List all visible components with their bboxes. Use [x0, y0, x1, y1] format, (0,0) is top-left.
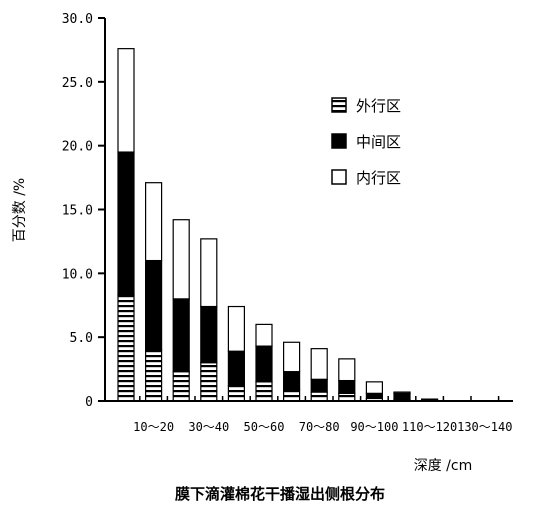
bar-segment: [117, 294, 135, 402]
bar-segment: [117, 151, 135, 296]
bar-segment: [255, 381, 273, 402]
bar-segment: [283, 371, 301, 391]
y-tick-label: 30.0: [62, 12, 93, 27]
y-tick-label: 20.0: [62, 140, 93, 155]
bar-segment: [200, 238, 218, 308]
y-axis-label: 百分数 /%: [12, 178, 28, 242]
x-tick-label: 50～60: [244, 420, 285, 434]
x-tick-label: 70～80: [299, 420, 340, 434]
bar-segment: [117, 48, 135, 153]
bar-segment: [365, 381, 383, 394]
y-ticks: 0 5.0 10.0 15.0 20.0 25.0 30.0: [62, 12, 105, 410]
legend-swatch: [331, 169, 347, 185]
x-tick-label: 30～40: [188, 420, 229, 434]
bar-segment: [145, 349, 163, 402]
bar-segment: [227, 305, 245, 352]
chart-caption: 膜下滴灌棉花干播湿出侧根分布: [175, 485, 385, 503]
y-tick-label: 0: [85, 395, 93, 410]
bar-segment: [200, 362, 218, 402]
bar-segment: [393, 391, 411, 394]
x-tick-label: 130～140: [457, 420, 512, 434]
bar-segment: [393, 392, 411, 401]
bar-segment: [145, 259, 163, 351]
bar-segment: [172, 371, 190, 402]
bar-segment: [338, 392, 356, 402]
x-tick-label: 90～100: [350, 420, 398, 434]
bar-segment: [172, 219, 190, 300]
bar-segment: [255, 323, 273, 347]
bars: [117, 48, 439, 402]
bar-segment: [172, 298, 190, 373]
legend-label: 中间区: [356, 133, 401, 151]
bar-segment: [283, 341, 301, 373]
legend-swatch: [331, 133, 347, 149]
bar-segment: [283, 388, 301, 402]
legend-swatch: [331, 97, 347, 113]
y-tick-label: 10.0: [62, 267, 93, 282]
x-tick-label: 110～120: [402, 420, 457, 434]
bar-segment: [365, 392, 383, 400]
bar-segment: [200, 305, 218, 364]
legend-label: 外行区: [356, 97, 401, 115]
bar-segment: [255, 345, 273, 383]
x-ticks: 10～20 30～40 50～60 70～80 90～100 110～120 130～140: [133, 396, 512, 434]
bar-segment: [227, 385, 245, 402]
bar-segment: [310, 391, 328, 402]
bar-segment: [145, 182, 163, 262]
legend-label: 内行区: [356, 169, 401, 187]
y-tick-label: 5.0: [70, 331, 93, 346]
bar-segment: [310, 378, 328, 393]
x-tick-label: 10～20: [133, 420, 174, 434]
x-axis-label: 深度 /cm: [414, 458, 473, 474]
bar-segment: [310, 348, 328, 380]
bar-segment: [421, 398, 439, 401]
y-tick-label: 25.0: [62, 76, 93, 91]
bar-segment: [338, 358, 356, 382]
bar-segment: [338, 379, 356, 394]
bar-segment: [227, 350, 245, 387]
y-tick-label: 15.0: [62, 204, 93, 219]
